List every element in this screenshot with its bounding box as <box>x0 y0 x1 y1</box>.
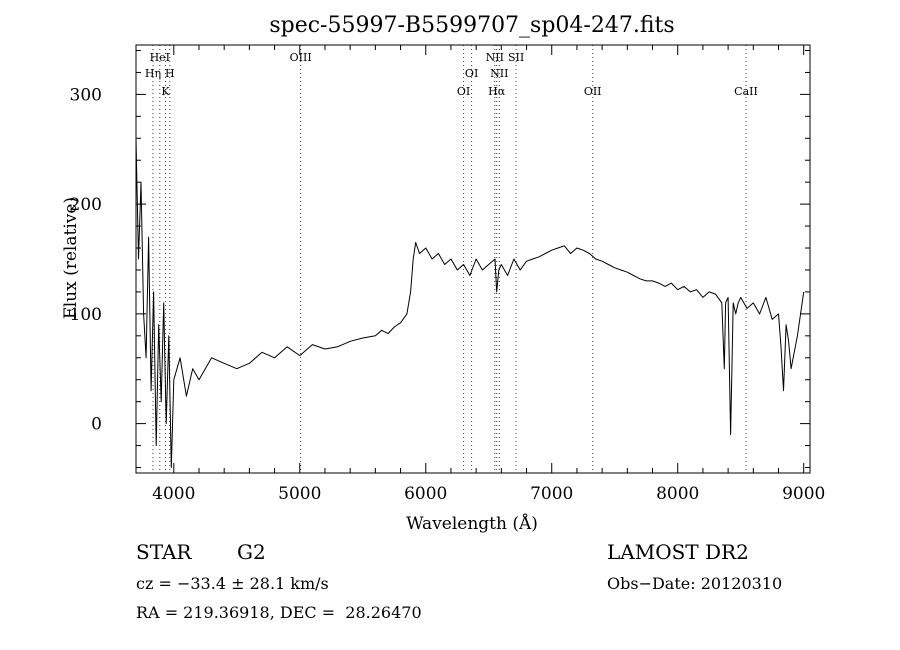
x-tick-label-5: 9000 <box>782 484 825 504</box>
y-axis-label: Flux (relative) <box>61 197 81 319</box>
spectrum-series <box>135 138 805 468</box>
marker-label-11: OII <box>584 85 602 98</box>
marker-label-12: CaII <box>734 85 758 98</box>
x-tick-label-1: 5000 <box>278 484 321 504</box>
redshift-velocity: cz = −33.4 ± 28.1 km/s <box>136 574 329 593</box>
object-subclass: G2 <box>237 540 266 564</box>
y-tick-label-3: 300 <box>70 85 102 105</box>
marker-label-10: SII <box>508 51 524 64</box>
x-axis: 4000 5000 6000 7000 8000 9000 <box>152 45 825 504</box>
marker-label-0: HeI <box>150 51 170 64</box>
x-axis-label: Wavelength (Å) <box>406 513 538 534</box>
marker-label-9: Hα <box>488 85 506 98</box>
marker-label-8: NII <box>490 67 508 80</box>
x-tick-label-2: 6000 <box>404 484 447 504</box>
marker-label-3: K <box>161 85 170 98</box>
marker-label-4: OIII <box>290 51 312 64</box>
sky-coordinates: RA = 219.36918, DEC = 28.26470 <box>136 603 422 622</box>
chart-title: spec-55997-B5599707_sp04-247.fits <box>269 13 674 38</box>
marker-label-5: OI <box>457 85 470 98</box>
spectrum-line-0 <box>135 138 805 468</box>
marker-label-2: H <box>165 67 175 80</box>
x-tick-label-3: 7000 <box>530 484 573 504</box>
marker-label-7: NII <box>486 51 504 64</box>
x-tick-label-0: 4000 <box>152 484 195 504</box>
marker-label-6: OI <box>465 67 478 80</box>
object-class: STAR <box>136 540 192 564</box>
y-axis: 0 100 200 300 <box>70 49 810 469</box>
plot-frame <box>135 44 811 474</box>
x-tick-label-4: 8000 <box>656 484 699 504</box>
marker-label-1: Hη <box>145 67 161 80</box>
y-tick-label-0: 0 <box>91 415 102 435</box>
spectral-line-markers: HeI Hη HK OIII OI OI NII NII Hα SII OII CaII <box>145 45 758 473</box>
observation-date: Obs−Date: 20120310 <box>607 574 783 593</box>
y-tick-label-1: 100 <box>70 305 102 325</box>
y-tick-label-2: 200 <box>70 195 102 215</box>
survey-name: LAMOST DR2 <box>607 540 749 564</box>
